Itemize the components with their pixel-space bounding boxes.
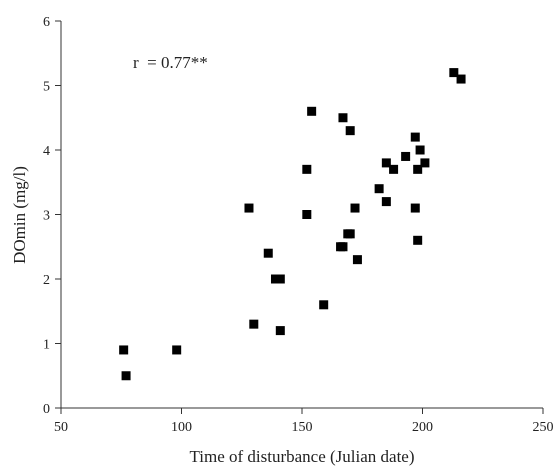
data-point <box>319 300 329 310</box>
data-points <box>119 68 466 381</box>
y-tick-label: 5 <box>43 80 50 95</box>
correlation-annotation: r = 0.77** <box>133 53 208 72</box>
data-point <box>456 74 466 84</box>
data-point <box>374 184 384 194</box>
data-point <box>345 229 355 239</box>
data-point <box>352 255 362 265</box>
data-point <box>410 203 420 213</box>
data-point <box>244 203 254 213</box>
data-point <box>270 274 280 284</box>
x-tick-label: 50 <box>54 420 68 435</box>
y-axis-title: DOmin (mg/l) <box>10 166 29 264</box>
data-point <box>381 158 391 168</box>
data-point <box>350 203 360 213</box>
data-point <box>119 345 129 355</box>
data-point <box>249 319 259 329</box>
data-point <box>413 235 423 245</box>
data-point <box>302 164 312 174</box>
data-point <box>410 132 420 142</box>
data-point <box>121 371 131 381</box>
y-tick-label: 4 <box>43 144 50 159</box>
axes <box>60 21 543 409</box>
x-tick-label: 200 <box>412 420 433 435</box>
y-tick-label: 3 <box>43 209 50 224</box>
data-point <box>263 248 273 258</box>
x-tick-label: 150 <box>292 420 313 435</box>
data-point <box>413 164 423 174</box>
x-tick-label: 250 <box>533 420 554 435</box>
data-point <box>420 158 430 168</box>
data-point <box>302 210 312 219</box>
data-point <box>345 126 355 136</box>
data-point <box>338 113 348 123</box>
y-tick-label: 6 <box>43 15 50 30</box>
data-point <box>449 68 459 78</box>
data-point <box>172 345 182 355</box>
data-point <box>401 151 411 161</box>
data-point <box>307 106 317 116</box>
data-point <box>381 197 391 207</box>
data-point <box>415 145 425 155</box>
y-tick-label: 1 <box>43 338 50 353</box>
y-tick-label: 0 <box>43 402 50 417</box>
x-tick-label: 100 <box>171 420 192 435</box>
y-tick-label: 2 <box>43 273 50 288</box>
ticks: 50 100 150 200 250 0 1 2 3 4 5 6 <box>43 15 554 435</box>
data-point <box>338 242 348 252</box>
x-axis-title: Time of disturbance (Julian date) <box>189 447 414 466</box>
data-point <box>389 164 399 174</box>
data-point <box>275 274 285 284</box>
data-point <box>275 326 285 336</box>
